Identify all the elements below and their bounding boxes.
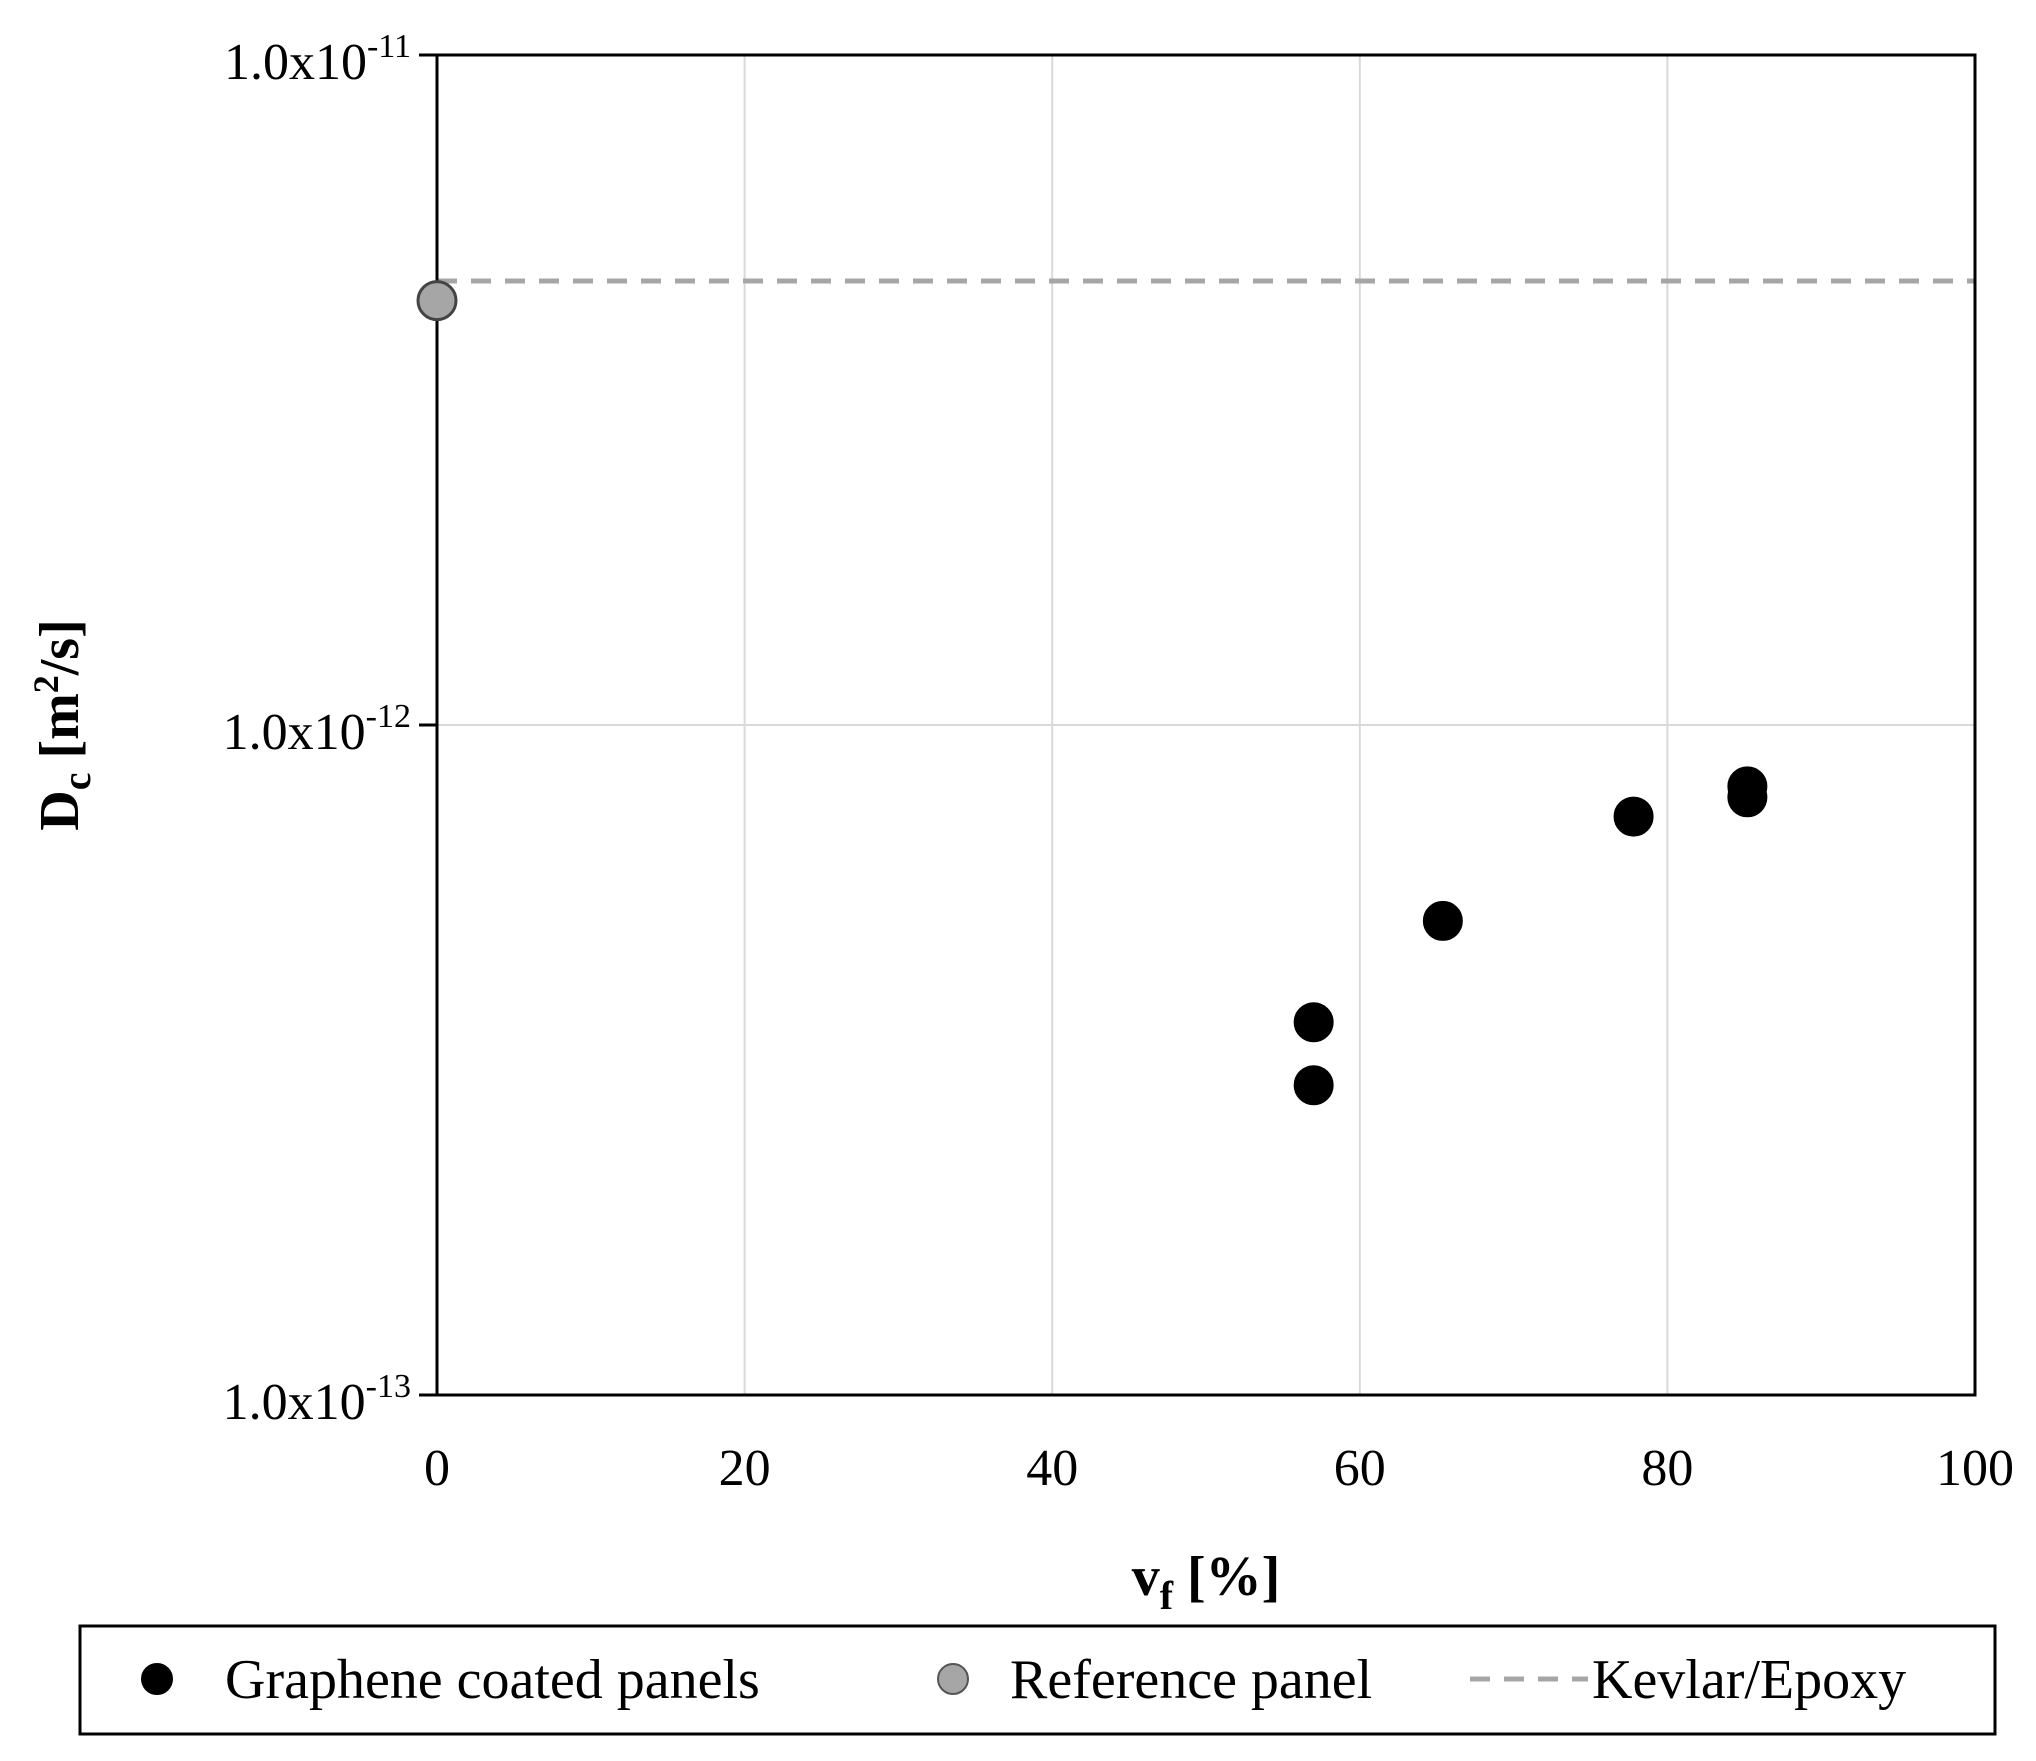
y-tick-label: 1.0x10-13 — [223, 1368, 411, 1431]
y-axis-title: Dc [m2/s] — [26, 619, 99, 831]
legend-label-graphene: Graphene coated panels — [225, 1649, 760, 1711]
y-axis-title-unit-superscript: 2 — [26, 675, 66, 693]
y-axis-title-subscript: c — [54, 773, 99, 791]
x-tick-label: 80 — [1641, 1440, 1693, 1497]
graphene-point — [1293, 1065, 1334, 1106]
y-tick-exponent: -11 — [367, 28, 411, 65]
y-tick-label: 1.0x10-11 — [224, 28, 411, 91]
data-points — [416, 280, 1768, 1106]
x-axis-title-main: v — [1132, 1546, 1160, 1608]
legend-marker-graphene — [141, 1663, 173, 1695]
x-tick-label: 40 — [1026, 1440, 1078, 1497]
gridlines — [436, 54, 1976, 1396]
y-tick-label: 1.0x10-12 — [223, 698, 411, 761]
x-tick-label: 0 — [424, 1440, 450, 1497]
legend: Graphene coated panels Reference panel K… — [78, 1624, 1997, 1736]
x-axis-title-unit: [%] — [1173, 1546, 1280, 1608]
y-tick-mantissa: 1.0x10 — [223, 1374, 366, 1431]
legend-label-reference: Reference panel — [1010, 1649, 1372, 1711]
x-axis-title: vf [%] — [1132, 1546, 1281, 1618]
x-tick-label: 60 — [1334, 1440, 1386, 1497]
x-tick-label: 20 — [719, 1440, 771, 1497]
y-axis-title-unit-open: [m — [29, 693, 91, 772]
y-tick-exponent: -13 — [366, 1368, 411, 1405]
y-axis-title-unit-close: /s] — [29, 619, 91, 676]
legend-label-kevlar: Kevlar/Epoxy — [1592, 1649, 1906, 1711]
y-tick-mantissa: 1.0x10 — [223, 704, 366, 761]
graphene-point — [1422, 900, 1463, 941]
x-tick-label: 100 — [1936, 1440, 2014, 1497]
legend-marker-reference — [937, 1663, 969, 1695]
x-axis: 0 20 40 60 80 100 — [424, 1440, 2014, 1497]
y-tick-mantissa: 1.0x10 — [224, 34, 367, 91]
graphene-point — [1613, 796, 1654, 837]
y-tick-exponent: -12 — [366, 698, 411, 735]
x-axis-title-subscript: f — [1160, 1573, 1174, 1618]
y-axis: 1.0x10-131.0x10-121.0x10-11 — [223, 28, 437, 1431]
graphene-point — [1727, 777, 1768, 818]
legend-box — [78, 1624, 1997, 1736]
reference-point — [416, 280, 458, 322]
graphene-point — [1293, 1002, 1334, 1043]
y-axis-title-main: D — [29, 790, 91, 830]
